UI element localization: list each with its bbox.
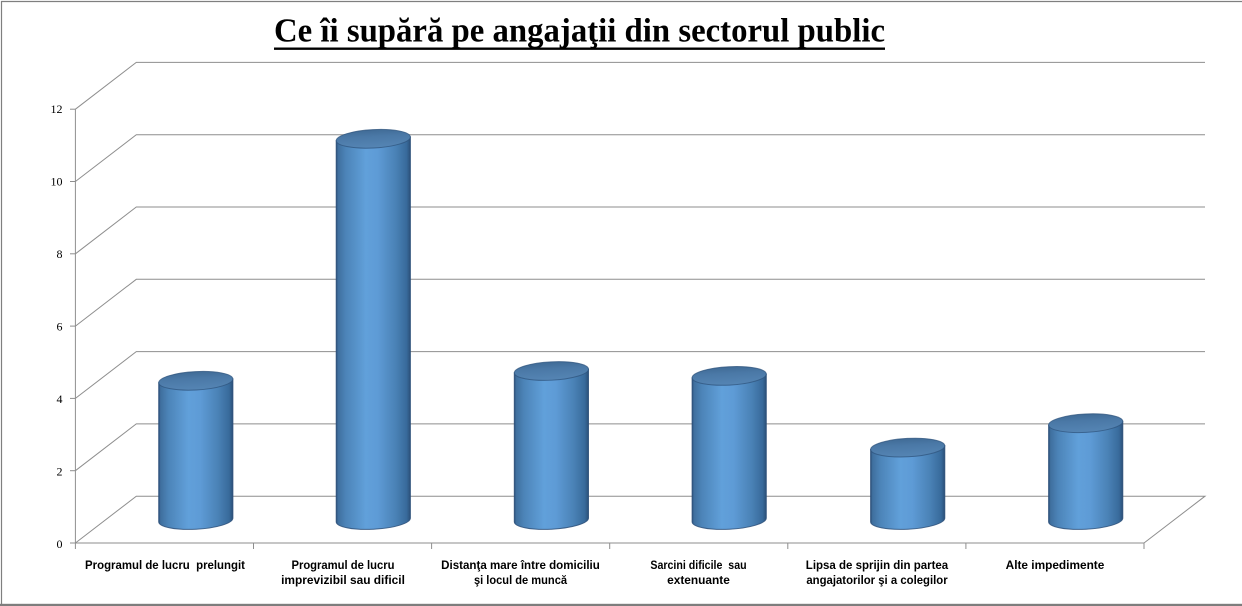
- svg-text:extenuante: extenuante: [667, 573, 730, 587]
- svg-text:Programul de lucru: Programul de lucru: [291, 558, 394, 572]
- svg-text:Programul de lucru prelungit: Programul de lucru prelungit: [85, 558, 245, 572]
- svg-text:Sarcini dificile sau: Sarcini dificile sau: [650, 558, 746, 572]
- svg-text:2: 2: [57, 465, 63, 479]
- svg-text:10: 10: [51, 175, 63, 189]
- svg-text:angajatorilor şi a colegilor: angajatorilor şi a colegilor: [806, 573, 948, 587]
- svg-text:0: 0: [57, 537, 63, 551]
- svg-text:imprevizibil sau dificil: imprevizibil sau dificil: [281, 573, 405, 587]
- svg-text:Lipsa de sprijin din partea: Lipsa de sprijin din partea: [806, 558, 949, 572]
- svg-text:Distanţa mare între domiciliu: Distanţa mare între domiciliu: [441, 558, 600, 572]
- svg-text:Alte impedimente: Alte impedimente: [1006, 558, 1105, 572]
- svg-text:şi locul de muncă: şi locul de muncă: [474, 573, 567, 587]
- svg-text:4: 4: [57, 392, 63, 406]
- svg-text:6: 6: [57, 320, 63, 334]
- svg-text:Ce îi supără pe angajaţii din: Ce îi supără pe angajaţii din sectorul p…: [274, 12, 885, 49]
- svg-text:12: 12: [51, 102, 63, 116]
- svg-text:8: 8: [57, 247, 63, 261]
